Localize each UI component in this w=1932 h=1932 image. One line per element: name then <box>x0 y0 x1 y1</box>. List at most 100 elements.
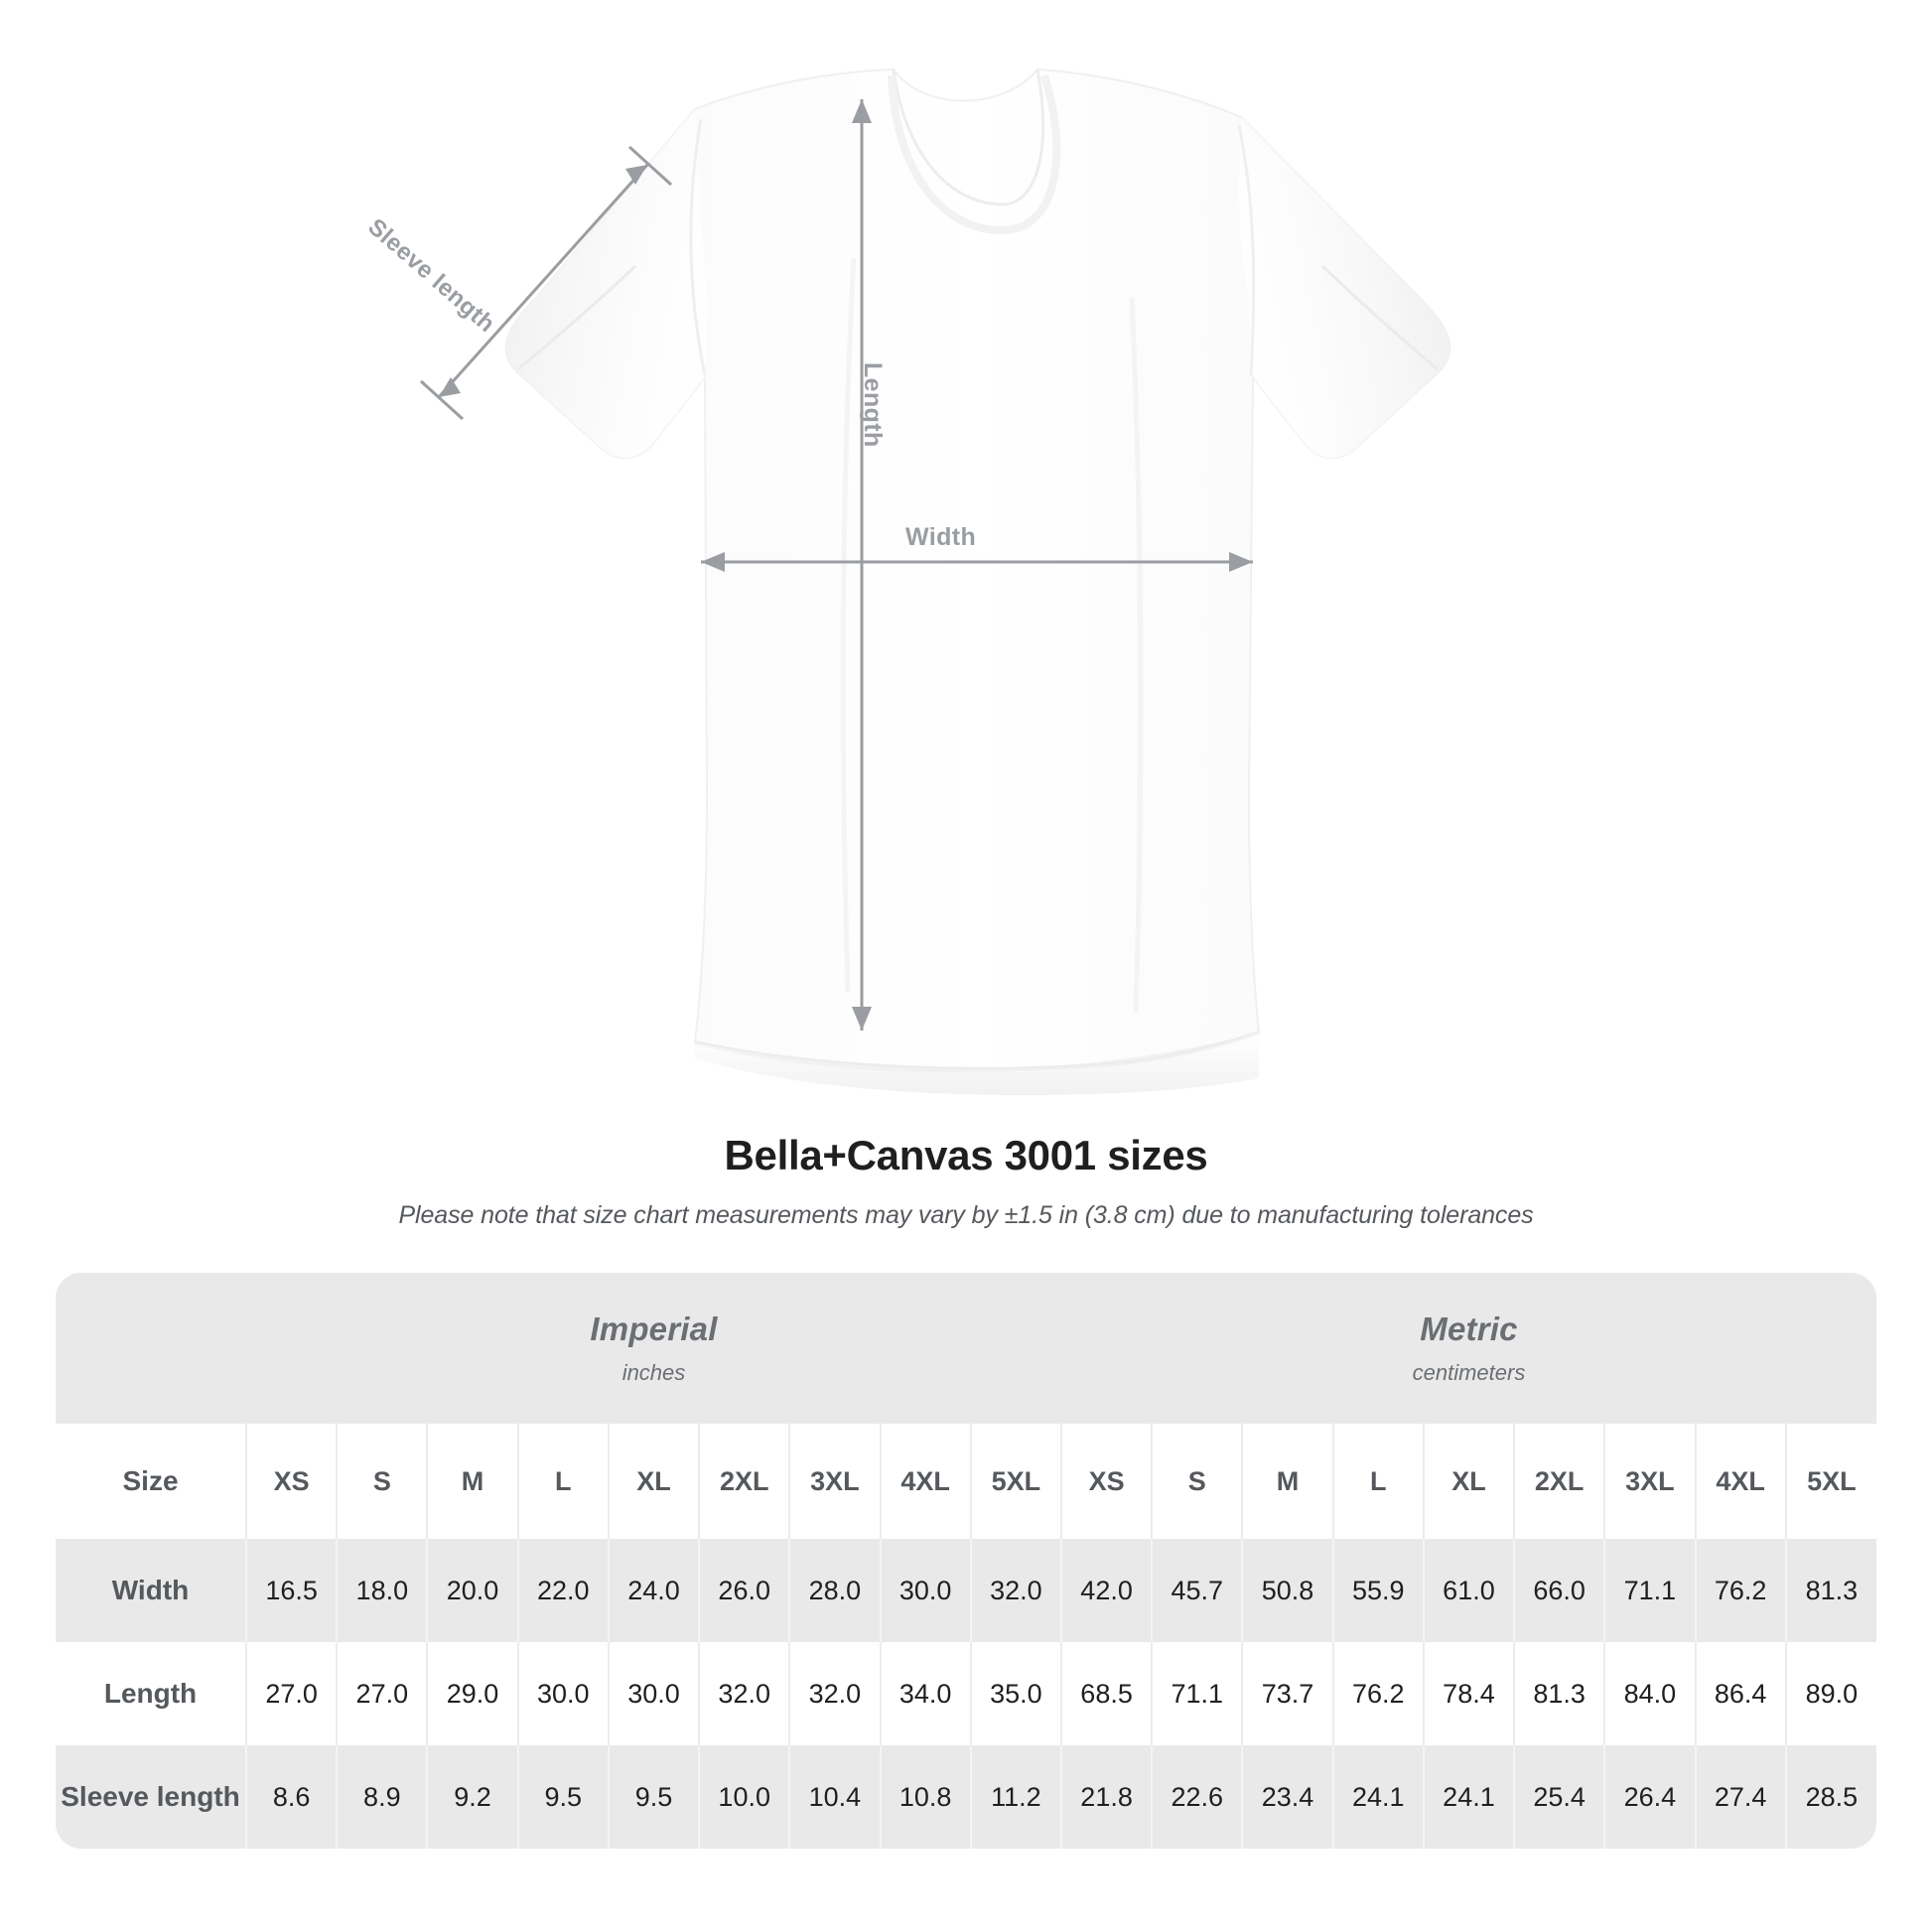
size-header-cell: 4XL <box>1694 1424 1786 1539</box>
size-header-cell: 4XL <box>879 1424 971 1539</box>
measurement-cell: 11.2 <box>969 1745 1061 1849</box>
shirt-collar-rib <box>888 73 1061 235</box>
system-unit: centimeters <box>1412 1360 1526 1385</box>
measurement-cell: 32.0 <box>698 1642 790 1745</box>
measurement-cell: 24.1 <box>1422 1745 1515 1849</box>
shirt-left-armhole-seam <box>689 118 707 376</box>
measurement-cell: 21.8 <box>1059 1745 1153 1849</box>
size-header-cell: XL <box>1422 1424 1515 1539</box>
size-header-cell: L <box>516 1424 609 1539</box>
measurement-cell: 9.5 <box>607 1745 700 1849</box>
size-header-cell: 3XL <box>788 1424 881 1539</box>
measurement-cell: 8.6 <box>244 1745 338 1849</box>
size-header-cell: XS <box>1059 1424 1153 1539</box>
size-chart-table: Imperial inches Metric centimeters Size XS S M L… <box>56 1273 1876 1849</box>
measurement-cell: 27.0 <box>336 1642 428 1745</box>
shirt-left-cuff-crease <box>517 264 637 371</box>
length-annotation-label: Length <box>859 362 887 448</box>
measurement-cell: 24.0 <box>607 1539 700 1642</box>
measurement-row-label: Sleeve length <box>56 1745 246 1849</box>
size-header-cell: S <box>1151 1424 1243 1539</box>
measurement-cell: 78.4 <box>1422 1642 1515 1745</box>
length-dimension-arrow <box>852 99 872 1031</box>
band-spacer <box>56 1273 246 1424</box>
page-title: Bella+Canvas 3001 sizes <box>724 1132 1208 1178</box>
measurement-cell: 55.9 <box>1331 1539 1424 1642</box>
measurement-cell: 81.3 <box>1513 1642 1605 1745</box>
title-block: Bella+Canvas 3001 sizes Please note that… <box>0 1132 1932 1230</box>
measurement-cell: 25.4 <box>1513 1745 1605 1849</box>
measurement-cell: 29.0 <box>426 1642 518 1745</box>
system-name: Metric <box>1420 1311 1518 1347</box>
measurement-cell: 26.4 <box>1603 1745 1696 1849</box>
system-band-row: Imperial inches Metric centimeters <box>56 1273 1876 1424</box>
measurement-cell: 66.0 <box>1513 1539 1605 1642</box>
measurement-cell: 27.0 <box>244 1642 338 1745</box>
measurement-cell: 81.3 <box>1784 1539 1876 1642</box>
garment-illustration: Sleeve length Length Width <box>362 68 1451 1096</box>
size-header-cell: 2XL <box>698 1424 790 1539</box>
measurement-cell: 42.0 <box>1059 1539 1153 1642</box>
size-header-row: Size XS S M L XL 2XL 3XL 4XL 5XL XS S M L XL 2XL 3XL 4XL 5… <box>56 1424 1876 1539</box>
table-row: Length 27.0 27.0 29.0 30.0 30.0 32.0 32.0 34.0 35… <box>56 1642 1876 1745</box>
measurement-cell: 26.0 <box>698 1539 790 1642</box>
size-header-cell: XL <box>607 1424 700 1539</box>
size-header-cell: XS <box>244 1424 338 1539</box>
measurement-cell: 86.4 <box>1694 1642 1786 1745</box>
measurement-cell: 18.0 <box>336 1539 428 1642</box>
measurement-cell: 10.8 <box>879 1745 971 1849</box>
measurement-cell: 89.0 <box>1784 1642 1876 1745</box>
measurement-cell: 9.5 <box>516 1745 609 1849</box>
size-chart-table-container: Imperial inches Metric centimeters Size XS S M L… <box>56 1273 1876 1849</box>
table-row: Width 16.5 18.0 20.0 22.0 24.0 26.0 28.0 30.0 32.… <box>56 1539 1876 1642</box>
measurement-cell: 9.2 <box>426 1745 518 1849</box>
size-header-cell: 5XL <box>969 1424 1061 1539</box>
shirt-collar-inner <box>892 69 1045 207</box>
tshirt-svg <box>419 68 1451 1096</box>
measurement-cell: 30.0 <box>607 1642 700 1745</box>
measurement-row-label: Length <box>56 1642 246 1745</box>
table-row: Sleeve length 8.6 8.9 9.2 9.5 9.5 10.0 10.4 10.8… <box>56 1745 1876 1849</box>
measurement-cell: 32.0 <box>969 1539 1061 1642</box>
system-band-metric: Metric centimeters <box>1060 1273 1876 1424</box>
shirt-hem-shadow <box>695 1033 1259 1096</box>
measurement-row-label: Width <box>56 1539 246 1642</box>
measurement-cell: 76.2 <box>1694 1539 1786 1642</box>
width-annotation-label: Width <box>905 523 977 551</box>
measurement-cell: 35.0 <box>969 1642 1061 1745</box>
measurement-cell: 30.0 <box>516 1642 609 1745</box>
measurement-cell: 73.7 <box>1241 1642 1333 1745</box>
measurement-cell: 16.5 <box>244 1539 338 1642</box>
shirt-right-armhole-seam <box>1237 124 1256 376</box>
measurement-cell: 28.0 <box>788 1539 881 1642</box>
measurement-cell: 22.0 <box>516 1539 609 1642</box>
shirt-left-sleeve <box>505 109 707 459</box>
size-header-cell: 2XL <box>1513 1424 1605 1539</box>
system-unit: inches <box>621 1360 686 1385</box>
size-header-cell: M <box>426 1424 518 1539</box>
tshirt-image: Sleeve length Length Width <box>362 68 1451 1096</box>
sleeve-length-dimension-arrow <box>419 145 673 421</box>
shirt-body <box>504 68 1451 1072</box>
size-header-cell: 3XL <box>1603 1424 1696 1539</box>
measurement-cell: 32.0 <box>788 1642 881 1745</box>
measurement-cell: 28.5 <box>1784 1745 1876 1849</box>
shirt-crease-right <box>1129 297 1144 1014</box>
measurement-cell: 10.0 <box>698 1745 790 1849</box>
measurement-cell: 24.1 <box>1331 1745 1424 1849</box>
measurement-cell: 8.9 <box>336 1745 428 1849</box>
measurement-cell: 84.0 <box>1603 1642 1696 1745</box>
measurement-cell: 71.1 <box>1151 1642 1243 1745</box>
measurement-cell: 10.4 <box>788 1745 881 1849</box>
measurement-cell: 22.6 <box>1151 1745 1243 1849</box>
size-header-cell: L <box>1331 1424 1424 1539</box>
size-header-cell: M <box>1241 1424 1333 1539</box>
size-header-label: Size <box>56 1424 246 1539</box>
system-name: Imperial <box>590 1311 718 1347</box>
width-dimension-arrow <box>701 552 1253 572</box>
measurement-cell: 76.2 <box>1331 1642 1424 1745</box>
measurement-cell: 50.8 <box>1241 1539 1333 1642</box>
measurement-cell: 27.4 <box>1694 1745 1786 1849</box>
measurement-cell: 20.0 <box>426 1539 518 1642</box>
measurement-cell: 30.0 <box>879 1539 971 1642</box>
